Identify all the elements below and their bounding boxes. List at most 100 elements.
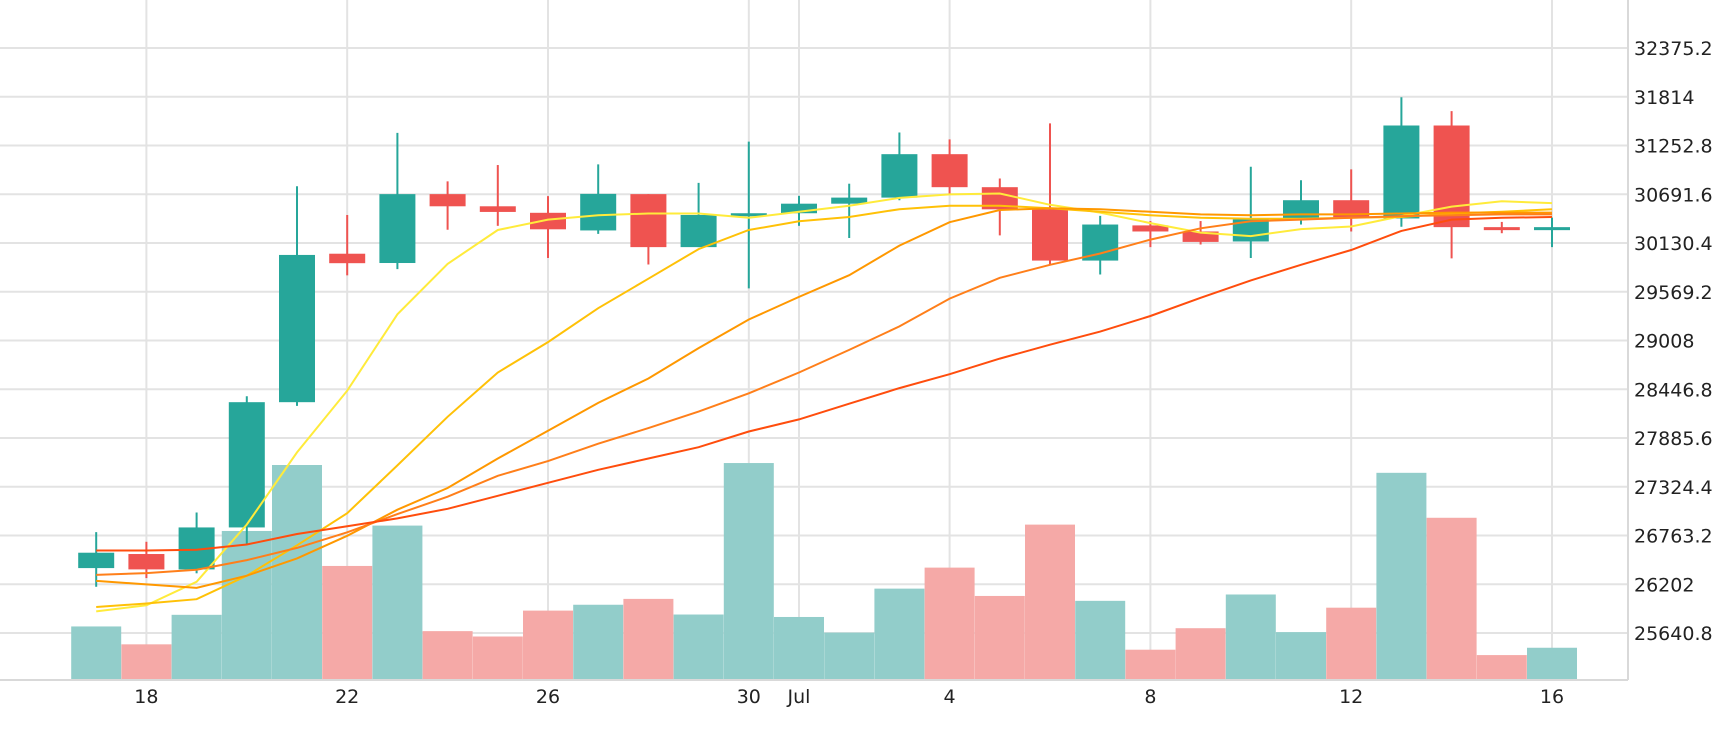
candle-body (931, 154, 968, 188)
candle-body (279, 254, 315, 403)
y-tick-label: 27885.6 (1634, 428, 1713, 450)
moving-average-line (96, 207, 1552, 589)
volume-bar (824, 632, 875, 680)
candle (831, 183, 868, 238)
volume-bar (1476, 655, 1527, 680)
candle-body (1032, 209, 1068, 261)
volume-bar (71, 626, 122, 680)
candle (630, 194, 667, 265)
candle-body (1433, 125, 1470, 228)
candle (279, 186, 315, 406)
candle (1132, 221, 1169, 248)
volume-bar (272, 465, 322, 680)
candle (1082, 215, 1119, 275)
candle (580, 164, 617, 234)
candle (1383, 97, 1420, 227)
candle (730, 141, 767, 289)
candle (228, 396, 265, 545)
x-tick-label: 30 (737, 686, 761, 708)
x-tick-label: 4 (944, 686, 956, 708)
candle-body (680, 214, 717, 248)
candle (1333, 169, 1370, 232)
x-tick-label: 26 (536, 686, 560, 708)
candle-body (530, 212, 566, 230)
volume-bar (774, 616, 824, 680)
candle-body (580, 193, 617, 231)
candle (1232, 166, 1269, 258)
y-tick-label: 31814 (1634, 87, 1694, 109)
x-tick-label: 18 (134, 686, 158, 708)
candle-body (429, 194, 466, 207)
volume-bar (221, 530, 272, 680)
volume-bar (573, 604, 624, 680)
candle-body (228, 402, 265, 528)
candle-body (1333, 200, 1370, 219)
volume-bar (623, 598, 674, 680)
candle (680, 182, 717, 248)
volume-bar (523, 610, 573, 680)
candle-body (379, 194, 416, 264)
volume-bar (1125, 649, 1176, 680)
moving-average-line (96, 213, 1552, 576)
candle-body (630, 194, 667, 248)
y-tick-label: 29569.2 (1634, 282, 1713, 304)
y-tick-label: 30130.4 (1634, 233, 1713, 255)
y-tick-label: 31252.8 (1634, 136, 1713, 158)
candle (78, 532, 115, 587)
y-tick-label: 28446.8 (1634, 379, 1713, 401)
volume-bar (673, 614, 724, 680)
candle-body (329, 253, 366, 264)
volume-bar (1225, 594, 1276, 680)
volume-bars (71, 463, 1577, 680)
candle-body (1283, 200, 1319, 220)
volume-bar (472, 636, 523, 680)
volume-bar (723, 463, 774, 680)
candle (178, 512, 215, 574)
candle-body (479, 206, 516, 212)
candle-body (1182, 231, 1219, 242)
x-tick-label: 12 (1339, 686, 1363, 708)
volume-bar (1426, 517, 1477, 680)
candle (128, 541, 165, 579)
y-tick-label: 26763.2 (1634, 526, 1713, 548)
candle (429, 181, 466, 230)
candle (881, 132, 918, 201)
x-tick-label: 16 (1540, 686, 1564, 708)
volume-bar (322, 565, 373, 680)
y-tick-label: 32375.2 (1634, 38, 1713, 60)
candle-body (730, 213, 767, 217)
candle (329, 214, 366, 276)
volume-bar (1276, 632, 1326, 680)
candle-body (78, 552, 115, 569)
x-tick-label: 8 (1144, 686, 1156, 708)
x-tick-label: Jul (787, 686, 811, 708)
moving-average-lines (96, 192, 1553, 613)
axes: 25640.8 26202 26763.2 27324.4 27885.6 28446.8… (0, 0, 1713, 708)
y-tick-label: 26202 (1634, 574, 1694, 596)
candle (530, 196, 566, 258)
candle (931, 139, 968, 195)
volume-bar (171, 614, 222, 680)
volume-bar (372, 525, 423, 680)
candle (1534, 217, 1570, 248)
volume-bar (121, 644, 172, 680)
y-tick-label: 27324.4 (1634, 477, 1713, 499)
candle-body (831, 197, 868, 204)
candle-body (881, 154, 918, 198)
volume-bar (924, 567, 975, 680)
candle-body (1534, 227, 1570, 231)
candle (1032, 123, 1068, 265)
volume-bar (422, 631, 473, 680)
candle-body (781, 203, 817, 214)
volume-bar (1075, 600, 1126, 680)
candle-body (1383, 125, 1420, 219)
moving-average-line (96, 192, 1553, 613)
candle (1483, 221, 1520, 234)
candle-body (1483, 227, 1520, 231)
volume-bar (874, 588, 925, 680)
volume-bar (1175, 628, 1226, 680)
volume-bar (1025, 524, 1075, 680)
candle (379, 132, 416, 270)
